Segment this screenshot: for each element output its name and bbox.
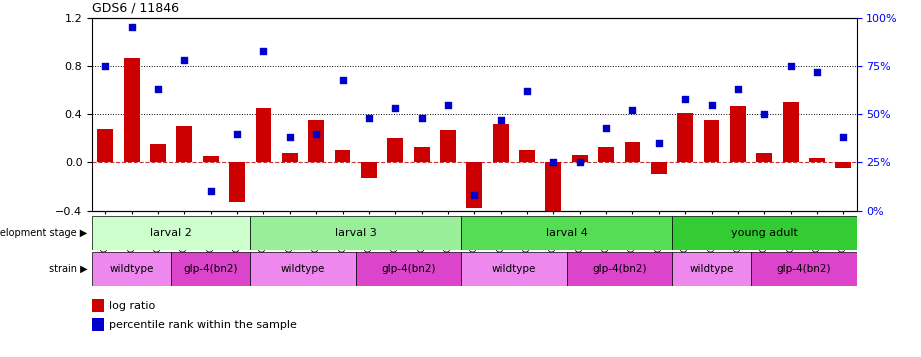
Text: glp-4(bn2): glp-4(bn2) <box>776 263 831 274</box>
Bar <box>461 216 672 250</box>
Text: young adult: young adult <box>731 228 798 238</box>
Bar <box>92 318 103 331</box>
Bar <box>98 129 113 162</box>
Bar <box>756 153 772 162</box>
Bar <box>177 126 192 162</box>
Text: log ratio: log ratio <box>109 301 155 311</box>
Bar <box>783 102 799 162</box>
Point <box>757 111 772 117</box>
Bar <box>651 162 667 175</box>
Point <box>810 69 824 75</box>
Bar <box>356 252 461 286</box>
Bar <box>92 216 251 250</box>
Bar <box>414 147 429 162</box>
Bar <box>150 144 166 162</box>
Point <box>283 135 297 140</box>
Bar <box>672 252 752 286</box>
Bar <box>519 150 535 162</box>
Bar <box>466 162 483 208</box>
Point <box>414 115 429 121</box>
Bar <box>440 130 456 162</box>
Point <box>362 115 377 121</box>
Bar <box>361 162 377 178</box>
Point <box>705 102 719 107</box>
Bar <box>624 142 640 162</box>
Bar <box>752 252 857 286</box>
Point <box>599 125 613 131</box>
Bar <box>203 156 218 162</box>
Bar <box>309 120 324 162</box>
Point <box>546 160 561 165</box>
Bar <box>171 252 251 286</box>
Text: GDS6 / 11846: GDS6 / 11846 <box>92 1 179 14</box>
Bar <box>255 108 272 162</box>
Point <box>256 48 271 54</box>
Text: development stage ▶: development stage ▶ <box>0 228 87 238</box>
Point <box>783 63 798 69</box>
Point <box>572 160 587 165</box>
Bar <box>704 120 719 162</box>
Text: strain ▶: strain ▶ <box>49 263 87 274</box>
Bar <box>566 252 672 286</box>
Text: larval 2: larval 2 <box>150 228 192 238</box>
Text: wildtype: wildtype <box>689 263 734 274</box>
Text: glp-4(bn2): glp-4(bn2) <box>183 263 238 274</box>
Point <box>124 25 139 30</box>
Point <box>177 57 192 63</box>
Text: wildtype: wildtype <box>492 263 536 274</box>
Point <box>388 106 402 111</box>
Bar <box>572 155 588 162</box>
Bar <box>730 106 746 162</box>
Bar <box>672 216 857 250</box>
Bar <box>123 57 140 162</box>
Bar <box>251 216 461 250</box>
Point <box>151 86 166 92</box>
Bar <box>809 158 825 162</box>
Text: percentile rank within the sample: percentile rank within the sample <box>109 320 297 330</box>
Bar <box>92 299 103 312</box>
Bar <box>599 147 614 162</box>
Point <box>335 77 350 82</box>
Point <box>204 188 218 194</box>
Bar <box>677 113 694 162</box>
Bar <box>229 162 245 202</box>
Bar <box>251 252 356 286</box>
Text: glp-4(bn2): glp-4(bn2) <box>381 263 436 274</box>
Text: larval 3: larval 3 <box>335 228 377 238</box>
Bar <box>545 162 561 226</box>
Bar <box>334 150 350 162</box>
Point <box>836 135 851 140</box>
Point <box>730 86 745 92</box>
Point <box>440 102 455 107</box>
Point <box>98 63 112 69</box>
Point <box>467 192 482 198</box>
Text: wildtype: wildtype <box>110 263 154 274</box>
Bar <box>388 138 403 162</box>
Point <box>519 88 534 94</box>
Point <box>678 96 693 102</box>
Text: wildtype: wildtype <box>281 263 325 274</box>
Point <box>309 131 323 136</box>
Point <box>651 140 666 146</box>
Bar <box>282 153 297 162</box>
Bar <box>92 252 171 286</box>
Text: glp-4(bn2): glp-4(bn2) <box>592 263 647 274</box>
Bar <box>835 162 851 169</box>
Bar <box>493 124 508 162</box>
Text: larval 4: larval 4 <box>545 228 588 238</box>
Bar <box>461 252 566 286</box>
Point <box>229 131 244 136</box>
Point <box>625 107 640 113</box>
Point <box>494 117 508 123</box>
